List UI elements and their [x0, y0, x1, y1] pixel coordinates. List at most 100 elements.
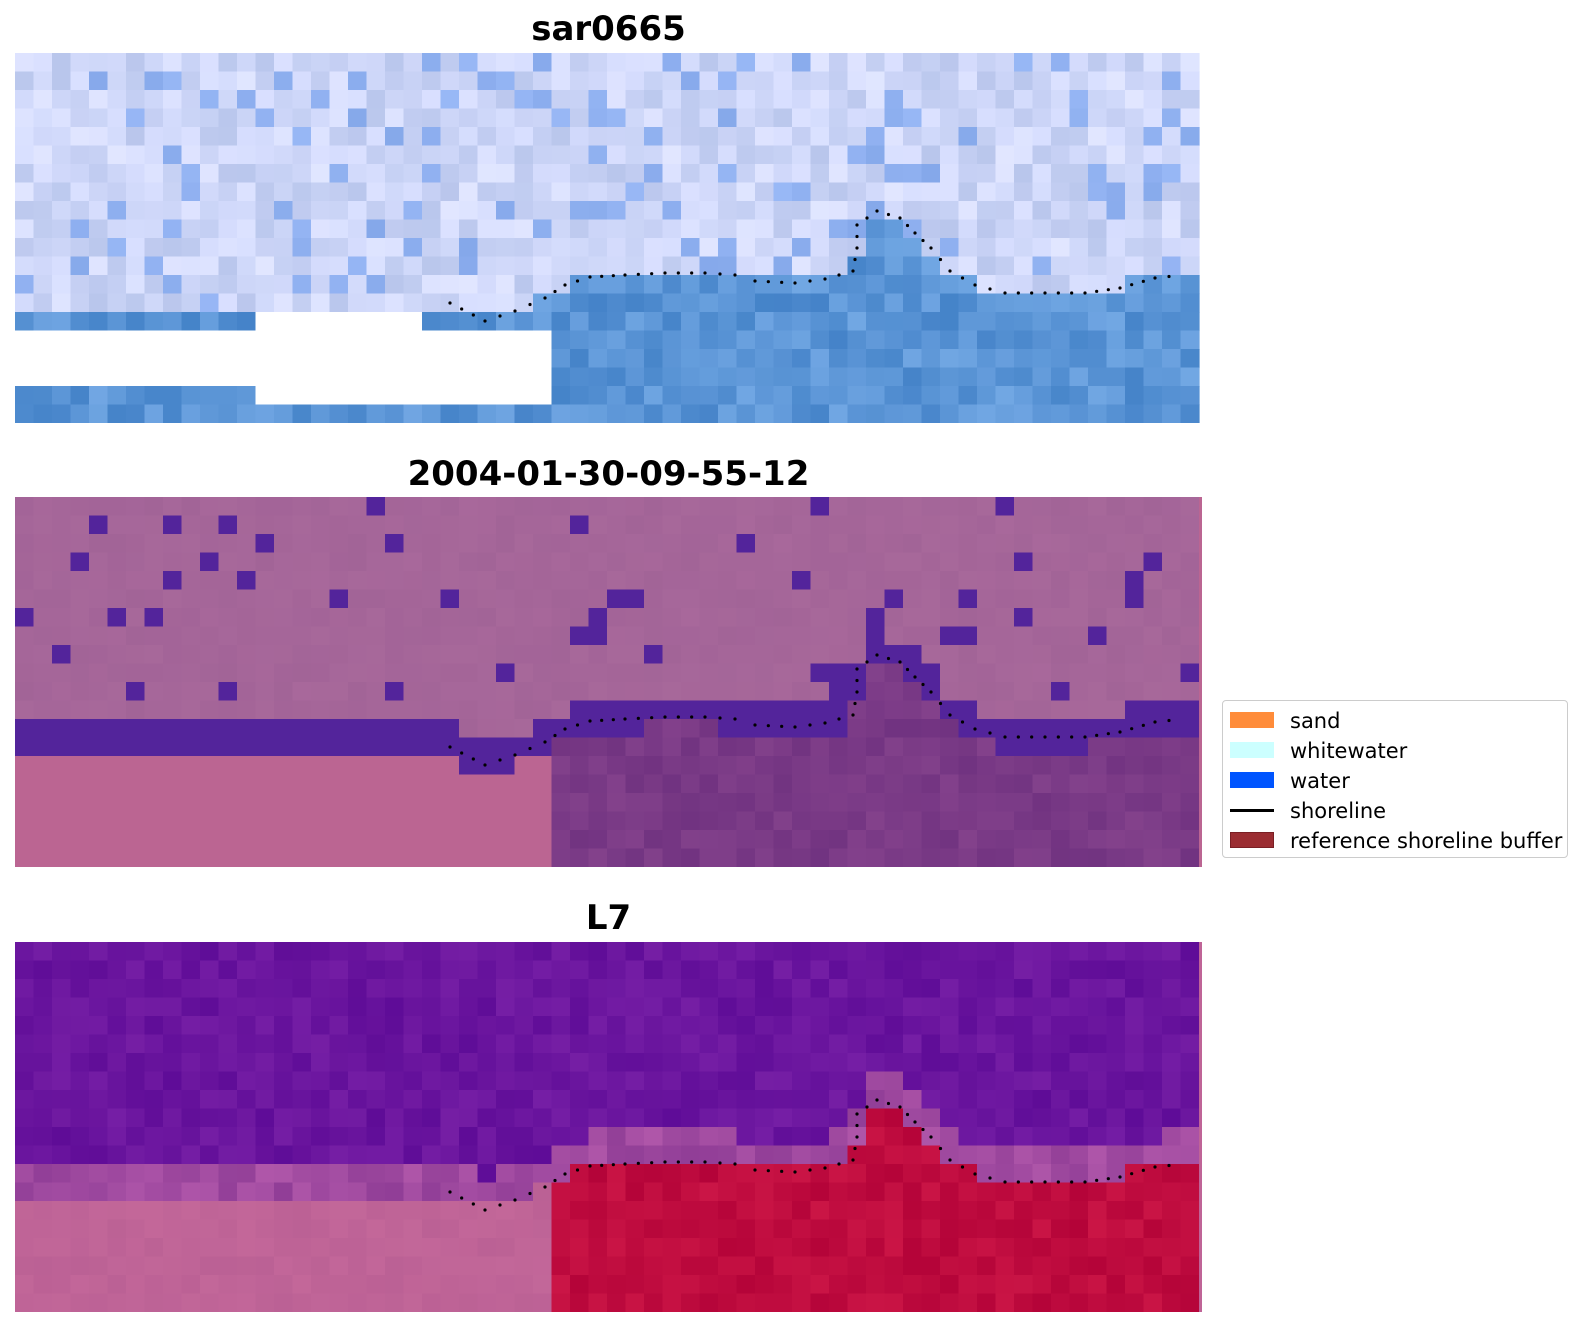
pixel	[496, 330, 516, 350]
pixel	[1125, 830, 1145, 850]
pixel	[792, 1182, 812, 1202]
pixel	[70, 404, 90, 423]
pixel	[292, 1275, 312, 1295]
pixel	[533, 1016, 553, 1036]
pixel	[385, 497, 405, 517]
pixel	[662, 182, 682, 202]
pixel	[1199, 811, 1202, 831]
pixel	[847, 219, 867, 239]
pixel	[329, 756, 349, 776]
pixel	[829, 811, 849, 831]
pixel	[496, 108, 516, 128]
pixel	[15, 552, 35, 572]
pixel	[625, 1293, 645, 1312]
pixel	[718, 312, 738, 332]
pixel	[958, 90, 978, 110]
pixel	[255, 700, 275, 720]
pixel	[348, 942, 368, 962]
pixel	[1162, 960, 1182, 980]
pixel	[1069, 349, 1089, 369]
map-panel-sar	[15, 53, 1202, 423]
pixel	[366, 1256, 386, 1276]
pixel	[958, 719, 978, 739]
pixel	[70, 811, 90, 831]
pixel	[884, 571, 904, 591]
pixel	[163, 793, 183, 813]
pixel	[1162, 774, 1182, 794]
pixel	[755, 1016, 775, 1036]
pixel	[1143, 1090, 1163, 1110]
pixel	[33, 793, 53, 813]
pixel	[570, 293, 590, 313]
pixel	[792, 719, 812, 739]
pixel	[884, 1201, 904, 1221]
pixel	[588, 53, 608, 73]
pixel	[588, 830, 608, 850]
pixel	[699, 997, 719, 1017]
pixel	[274, 312, 294, 332]
pixel	[533, 979, 553, 999]
pixel	[921, 756, 941, 776]
pixel	[1180, 682, 1200, 702]
pixel	[15, 330, 35, 350]
pixel	[551, 552, 571, 572]
pixel	[1106, 774, 1126, 794]
pixel	[348, 1164, 368, 1184]
shoreline-point	[600, 274, 604, 278]
pixel	[1199, 737, 1202, 757]
pixel	[70, 626, 90, 646]
pixel	[866, 571, 886, 591]
pixel	[995, 1275, 1015, 1295]
pixel	[1088, 1201, 1108, 1221]
pixel	[1199, 719, 1202, 739]
pixel	[1125, 811, 1145, 831]
pixel	[477, 645, 497, 665]
pixel	[718, 608, 738, 628]
pixel	[237, 497, 257, 517]
shoreline-point	[1070, 291, 1074, 295]
pixel	[459, 1127, 479, 1147]
shoreline-point	[460, 1196, 464, 1200]
pixel	[1069, 515, 1089, 535]
pixel	[588, 626, 608, 646]
shoreline-point	[448, 301, 452, 305]
pixel	[126, 1201, 146, 1221]
pixel	[773, 53, 793, 73]
pixel	[33, 293, 53, 313]
pixel	[1032, 626, 1052, 646]
pixel	[940, 830, 960, 850]
pixel	[829, 626, 849, 646]
pixel	[958, 1108, 978, 1128]
pixel	[755, 1293, 775, 1312]
pixel	[736, 700, 756, 720]
pixel	[255, 404, 275, 423]
pixel	[1106, 386, 1126, 406]
pixel	[829, 756, 849, 776]
pixel	[829, 182, 849, 202]
pixel	[792, 942, 812, 962]
pixel	[181, 997, 201, 1017]
pixel	[1106, 1071, 1126, 1091]
pixel	[736, 626, 756, 646]
pixel	[255, 645, 275, 665]
pixel	[736, 275, 756, 295]
pixel	[792, 774, 812, 794]
pixel	[644, 645, 664, 665]
pixel	[792, 293, 812, 313]
pixel	[255, 626, 275, 646]
pixel	[496, 238, 516, 258]
pixel	[1162, 700, 1182, 720]
pixel	[625, 1182, 645, 1202]
pixel	[847, 756, 867, 776]
pixel	[625, 682, 645, 702]
pixel	[829, 1108, 849, 1128]
pixel	[847, 793, 867, 813]
pixel	[385, 1293, 405, 1312]
pixel	[311, 848, 331, 867]
pixel	[755, 774, 775, 794]
pixel	[1014, 719, 1034, 739]
pixel	[718, 626, 738, 646]
pixel	[792, 1275, 812, 1295]
pixel	[255, 811, 275, 831]
pixel	[107, 1108, 127, 1128]
